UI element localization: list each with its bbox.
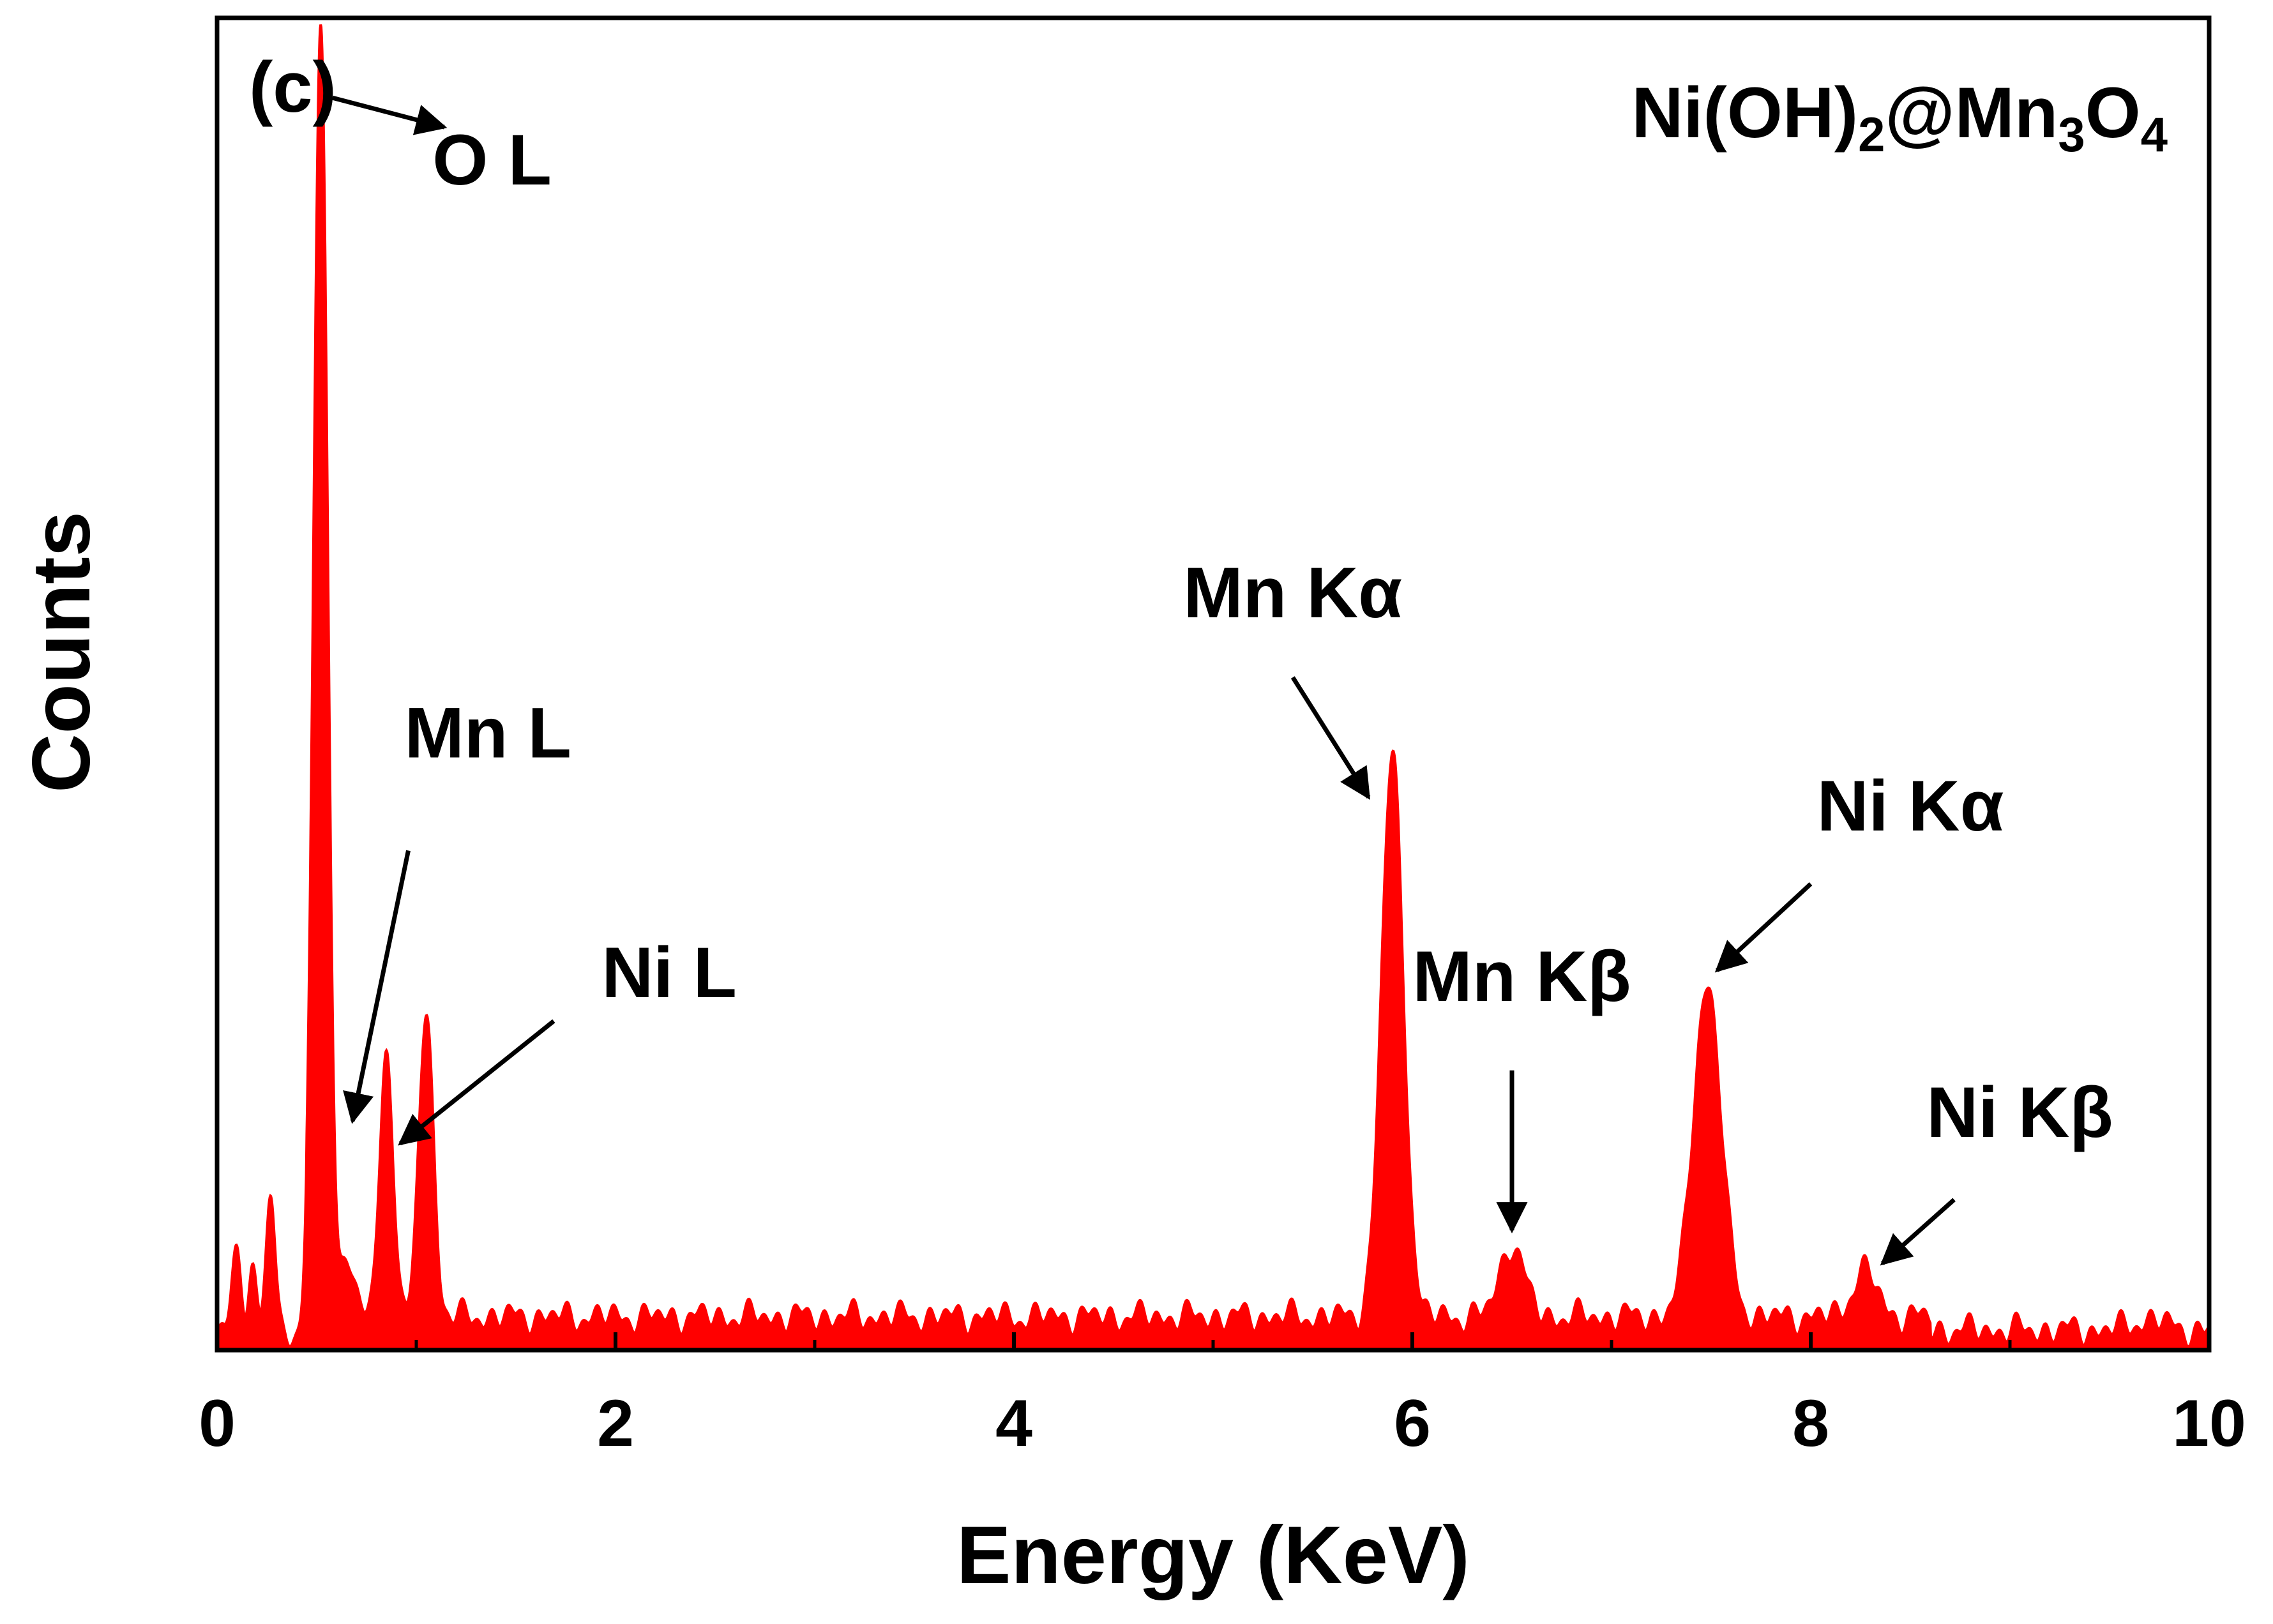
- sample-label-base: Ni(OH): [1632, 73, 1859, 153]
- panel-label: (c): [249, 47, 336, 127]
- sample-label-sub1: 2: [1858, 108, 1885, 162]
- x-axis-title: Energy (KeV): [956, 1510, 1470, 1601]
- peak-label: Ni L: [601, 933, 737, 1012]
- x-tick-label: 2: [597, 1387, 634, 1461]
- annotation-labels: O L Mn L Ni L Mn Kα Mn Kβ Ni Kα Ni Kβ: [405, 120, 2113, 1152]
- sample-label-sub3: 4: [2141, 108, 2168, 162]
- peak-label: Mn Kα: [1184, 553, 1403, 633]
- sample-label: Ni(OH)2@Mn3O4: [1632, 73, 2168, 162]
- spectrum-area: [216, 24, 2210, 1351]
- x-tick-label: 10: [2172, 1387, 2246, 1461]
- x-tick-label: 6: [1394, 1387, 1431, 1461]
- peak-label: Mn Kβ: [1413, 936, 1631, 1016]
- annotation-arrow: [343, 850, 411, 1124]
- peak-label: Ni Kα: [1817, 766, 2004, 846]
- annotation-arrow: [1880, 1198, 1956, 1266]
- x-axis-ticks: [215, 1332, 2211, 1350]
- annotation-arrow: [1714, 882, 1813, 973]
- x-tick-label: 4: [995, 1387, 1032, 1461]
- sample-label-sub2: 3: [2058, 108, 2085, 162]
- x-axis-tick-labels: 0 2 4 6 8 10: [199, 1387, 2246, 1461]
- annotation-arrow: [332, 95, 448, 135]
- peak-label: Ni Kβ: [1926, 1072, 2113, 1152]
- spectrum-series: [216, 24, 2210, 1351]
- annotation-arrow: [1290, 676, 1371, 801]
- sample-label-mid: @Mn: [1885, 73, 2058, 153]
- plot-frame: [215, 15, 2212, 1353]
- annotation-arrow: [398, 1019, 555, 1146]
- x-tick-label: 0: [199, 1387, 236, 1461]
- peak-label: O L: [432, 120, 552, 200]
- y-axis-title: Counts: [16, 511, 107, 793]
- sample-label-tail: O: [2085, 73, 2141, 153]
- annotation-arrows: [332, 95, 1956, 1266]
- peak-label: Mn L: [405, 693, 571, 772]
- x-tick-label: 8: [1792, 1387, 1829, 1461]
